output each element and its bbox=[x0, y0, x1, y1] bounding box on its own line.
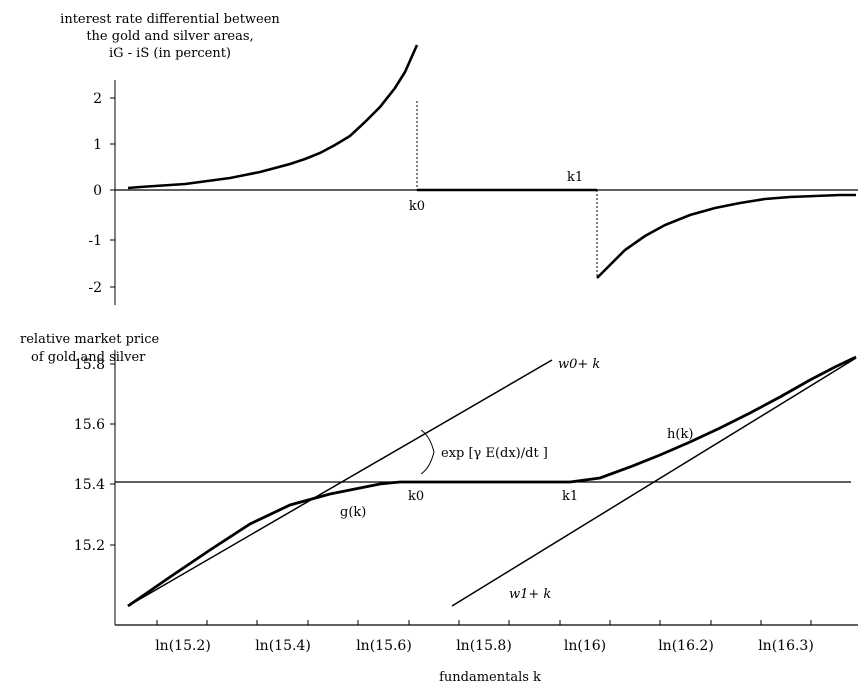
bottom-ylabel-line-1: relative market price bbox=[20, 332, 160, 347]
top-curve-left bbox=[127, 44, 419, 190]
bottom-y-ticks: 15.8 15.6 15.4 15.2 bbox=[74, 357, 115, 554]
bottom-x-tick-label: ln(15.2) bbox=[155, 638, 211, 654]
bottom-x-tick-label: ln(15.6) bbox=[356, 638, 412, 654]
top-curve-right bbox=[596, 193, 856, 279]
w1-plus-k-line bbox=[451, 357, 857, 607]
w0-plus-k-line bbox=[127, 359, 553, 607]
top-ylabel-line-2: the gold and silver areas, bbox=[86, 29, 253, 44]
top-ylabel-line-3: iG - iS (in percent) bbox=[109, 46, 231, 61]
top-ylabel-line-1: interest rate differential between bbox=[60, 12, 280, 27]
exp-brace bbox=[420, 429, 435, 475]
top-y-tick-label: -1 bbox=[88, 233, 102, 249]
bottom-x-tick-label: ln(16.3) bbox=[758, 638, 814, 654]
bottom-y-tick-label: 15.8 bbox=[74, 357, 105, 373]
top-y-tick-label: 1 bbox=[93, 137, 102, 153]
bottom-x-tick-label: ln(16) bbox=[564, 638, 606, 654]
top-y-tick-label: 2 bbox=[93, 91, 102, 107]
bottom-k0-label: k0 bbox=[408, 489, 424, 504]
bottom-k1-label: k1 bbox=[562, 489, 578, 504]
top-y-ticks: 2 1 0 -1 -2 bbox=[88, 91, 115, 296]
exp-annotation: exp [γ E(dx)/dt ] bbox=[441, 446, 548, 461]
bottom-chart: relative market price of gold and silver… bbox=[20, 332, 858, 683]
bottom-y-tick-label: 15.4 bbox=[74, 477, 105, 493]
bottom-x-tick-label: ln(15.8) bbox=[456, 638, 512, 654]
top-k1-label: k1 bbox=[567, 170, 583, 185]
bottom-y-tick-label: 15.6 bbox=[74, 417, 105, 433]
w1-label: w1+ k bbox=[509, 587, 551, 602]
bottom-y-tick-label: 15.2 bbox=[74, 538, 105, 554]
bottom-ylabel-line-2: of gold and silver bbox=[31, 350, 146, 365]
top-y-tick-label: -2 bbox=[88, 280, 102, 296]
bottom-x-tick-label: ln(16.2) bbox=[658, 638, 714, 654]
h-label: h(k) bbox=[667, 427, 693, 442]
g-label: g(k) bbox=[340, 505, 366, 520]
bottom-x-ticks: ln(15.2) ln(15.4) ln(15.6) ln(15.8) ln(1… bbox=[155, 620, 814, 654]
w0-label: w0+ k bbox=[558, 357, 600, 372]
top-chart: interest rate differential between the g… bbox=[60, 12, 858, 305]
x-axis-title: fundamentals k bbox=[439, 670, 541, 683]
top-k0-label: k0 bbox=[409, 199, 425, 214]
bottom-x-tick-label: ln(15.4) bbox=[255, 638, 311, 654]
h-of-k-curve bbox=[569, 355, 857, 484]
top-y-tick-label: 0 bbox=[93, 183, 102, 199]
g-of-k-curve bbox=[127, 480, 415, 608]
